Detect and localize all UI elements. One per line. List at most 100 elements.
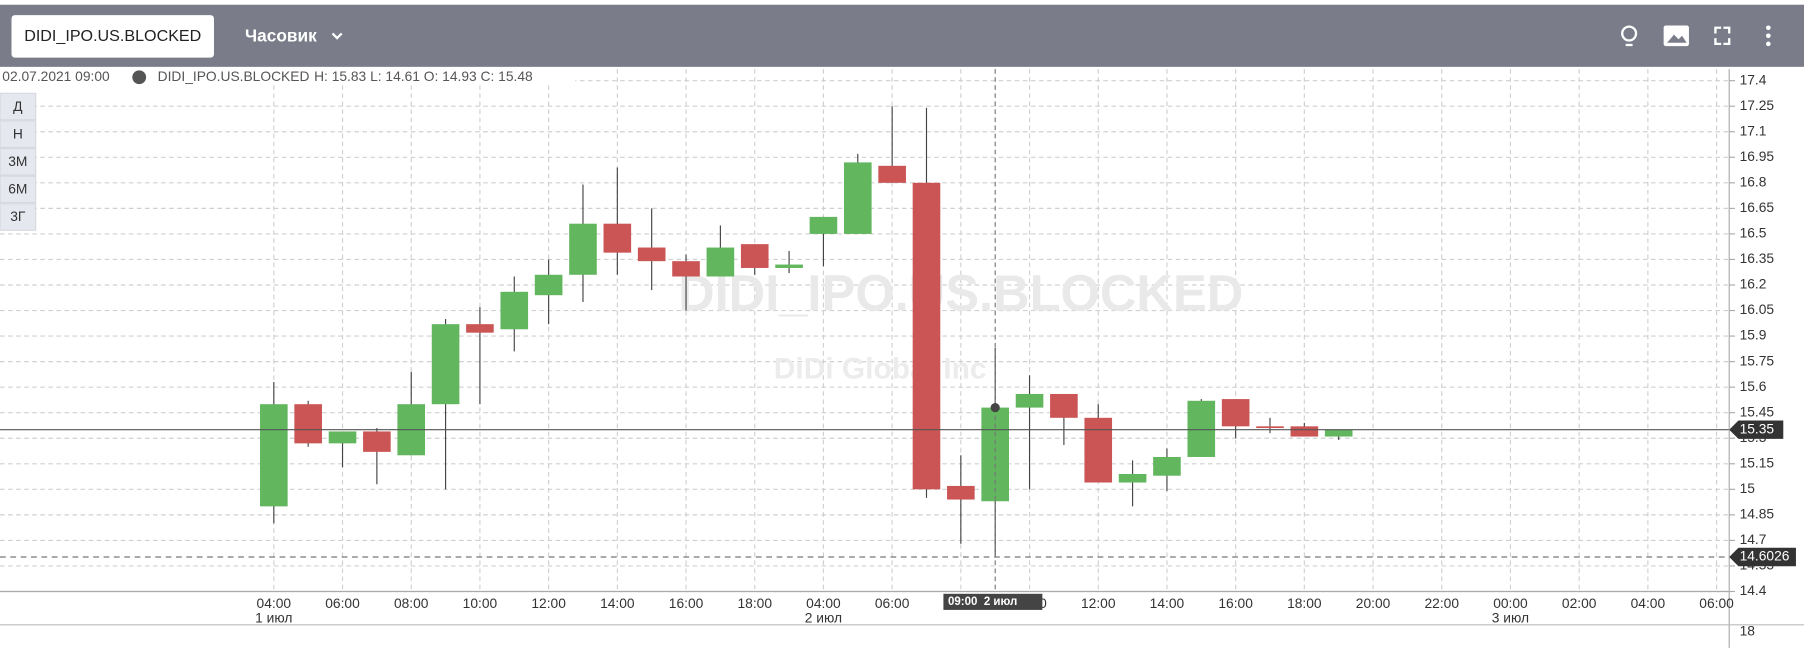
y-tick-label: 15.75	[1740, 353, 1775, 368]
y-tick-label: 17.25	[1740, 98, 1775, 113]
candle-body	[878, 165, 906, 183]
y-tick-label: 14.85	[1740, 507, 1775, 522]
idea-icon[interactable]	[1621, 25, 1638, 47]
symbol-button[interactable]	[11, 15, 214, 58]
x-tick-label: 06:00	[1699, 596, 1734, 611]
info-symbol: DIDI_IPO.US.BLOCKED	[158, 69, 310, 84]
period-button-label[interactable]: Д	[13, 99, 23, 114]
candle-body	[1118, 474, 1147, 483]
x-tick-label: 14:00	[600, 596, 635, 611]
y-tick-label: 14.4	[1740, 583, 1767, 598]
candle-body	[1221, 399, 1250, 427]
period-button[interactable]	[0, 92, 37, 121]
candle-body	[912, 182, 941, 490]
fullscreen-icon[interactable]	[1714, 26, 1731, 46]
date-label: 3 июл	[1492, 611, 1529, 626]
x-tick-label: 18:00	[737, 596, 772, 611]
period-button[interactable]	[0, 147, 37, 176]
y-tick-label: 16.05	[1740, 302, 1775, 317]
candle-body	[294, 404, 322, 444]
candle-body	[947, 485, 975, 500]
period-button-label[interactable]: 3Г	[10, 209, 26, 224]
x-tick-label: 16:00	[669, 596, 704, 611]
image-icon[interactable]	[1663, 25, 1689, 47]
candle-body	[500, 291, 529, 330]
y-tick-label: 16.8	[1740, 174, 1767, 189]
y-tick-label: 17.4	[1740, 72, 1767, 87]
x-tick-label: 04:00	[1631, 596, 1666, 611]
date-label: 2 июл	[805, 611, 842, 626]
x-tick-label: 12:00	[531, 596, 566, 611]
candle-body	[981, 407, 1009, 502]
x-tick-label: 10:00	[463, 596, 498, 611]
last-price-tag	[1729, 420, 1784, 439]
candle-body	[603, 223, 632, 253]
y-tick-label: 15.15	[1740, 455, 1775, 470]
candle-body	[1015, 393, 1044, 408]
candle-body	[363, 431, 391, 452]
period-button-label[interactable]: 3М	[8, 154, 27, 169]
candle-body	[1290, 426, 1319, 437]
x-tick-label: 02:00	[1562, 596, 1597, 611]
candle-body	[1050, 393, 1078, 418]
lower-pane-label: 18	[1740, 623, 1756, 638]
x-tick-label: 04:00	[806, 596, 841, 611]
period-buttons: ДН 3М 6М 3Г	[0, 92, 37, 231]
x-tick-label: 06:00	[325, 596, 360, 611]
x-tick-label: 18:00	[1287, 596, 1322, 611]
x-tick-label: 16:00	[1218, 596, 1253, 611]
dropdown-chevron[interactable]	[331, 32, 343, 40]
x-tick-label: 08:00	[394, 596, 429, 611]
crosshair-tooltip	[943, 593, 1043, 610]
interval-dropdown[interactable]: Часовик	[245, 26, 317, 46]
watermark-title: DIDI_IPO.US.BLOCKED	[678, 264, 1243, 321]
period-button-label[interactable]: 6М	[8, 182, 27, 197]
last-price-label: 15.35	[1740, 421, 1775, 436]
x-tick-label: 22:00	[1424, 596, 1459, 611]
candle-body	[809, 216, 838, 234]
marker-price-tag	[1729, 547, 1796, 567]
info-ohlc: H: 15.83 L: 14.61 O: 14.93 C: 15.48	[314, 69, 533, 84]
x-tick-label: 20:00	[1356, 596, 1391, 611]
grid	[0, 69, 1730, 593]
period-button[interactable]	[0, 175, 37, 204]
x-tick-label: 00:00	[1493, 596, 1528, 611]
x-tick-label: 06:00	[875, 596, 910, 611]
y-tick-label: 16.35	[1740, 251, 1775, 266]
candle-body	[637, 247, 666, 262]
x-tick-label: 12:00	[1081, 596, 1116, 611]
candle-body	[1187, 400, 1216, 457]
toolbar	[0, 4, 1804, 67]
info-dot	[132, 70, 147, 85]
candle-body	[1324, 429, 1353, 437]
x-tick-label: 04:00	[257, 596, 292, 611]
marker-price-label: 14.6026	[1740, 549, 1790, 564]
y-tick-label: 16.65	[1740, 200, 1775, 215]
y-tick-label: 15.6	[1740, 379, 1767, 394]
menu-icon[interactable]	[1766, 25, 1771, 47]
candle-body	[328, 431, 357, 444]
y-tick-label: 17.1	[1740, 123, 1767, 138]
crosshair-dot	[990, 402, 1000, 413]
candle-body	[431, 324, 460, 405]
candle-body	[843, 162, 872, 234]
candle-body	[260, 404, 288, 507]
candle-body	[1256, 426, 1284, 429]
candle-body	[1084, 417, 1113, 483]
period-button[interactable]	[0, 203, 37, 231]
x-tick-label: 14:00	[1150, 596, 1185, 611]
candle-body	[706, 247, 735, 277]
candle-body	[1153, 456, 1181, 476]
y-tick-label: 14.7	[1740, 532, 1767, 547]
symbol-button-label[interactable]: DIDI_IPO.US.BLOCKED	[24, 27, 201, 45]
period-button[interactable]	[0, 120, 37, 148]
candle-body	[569, 223, 597, 275]
candle-body	[775, 264, 803, 268]
period-button-label[interactable]: Н	[13, 126, 23, 141]
info-datetime: 02.07.2021 09:00	[2, 69, 110, 84]
date-label: 1 июл	[255, 611, 292, 626]
candle-body	[740, 244, 769, 268]
crosshair-label: 09:00 2 июл	[948, 596, 1017, 608]
y-tick-label: 15	[1740, 481, 1756, 496]
